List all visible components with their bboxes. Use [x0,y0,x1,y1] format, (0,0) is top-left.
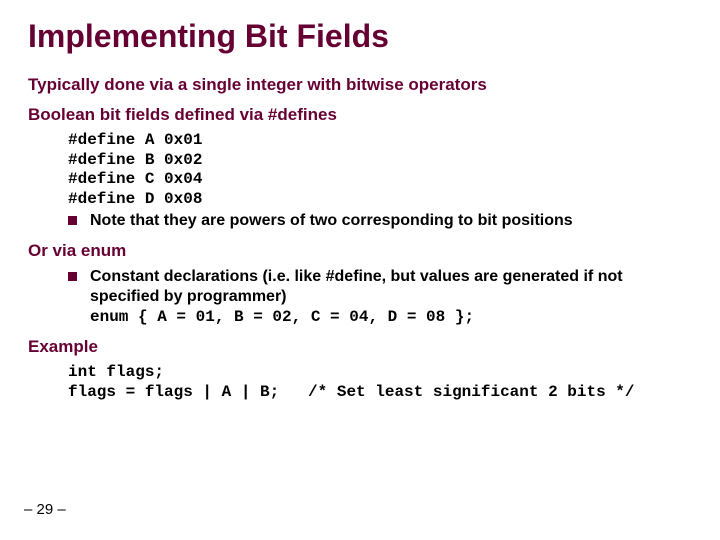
slide-number: – 29 – [24,501,66,518]
define-line-b: #define B 0x02 [68,151,202,169]
section-boolean: Boolean bit fields defined via #defines [28,105,692,125]
example-code: int flags; flags = flags | A | B; /* Set… [68,363,692,402]
section-example: Example [28,337,692,357]
example-line-1: int flags; [68,363,164,381]
bullet-powers-of-two: Note that they are powers of two corresp… [68,211,692,231]
slide: Implementing Bit Fields Typically done v… [0,0,720,540]
section-enum: Or via enum [28,241,692,261]
section-typically: Typically done via a single integer with… [28,75,692,95]
define-line-c: #define C 0x04 [68,170,202,188]
define-line-d: #define D 0x08 [68,190,202,208]
example-line-2: flags = flags | A | B; /* Set least sign… [68,383,635,401]
bullet-enum-note: Constant declarations (i.e. like #define… [68,267,692,307]
define-line-a: #define A 0x01 [68,131,202,149]
defines-code: #define A 0x01 #define B 0x02 #define C … [68,131,692,209]
slide-title: Implementing Bit Fields [28,18,692,55]
enum-code: enum { A = 01, B = 02, C = 04, D = 08 }; [90,307,692,327]
